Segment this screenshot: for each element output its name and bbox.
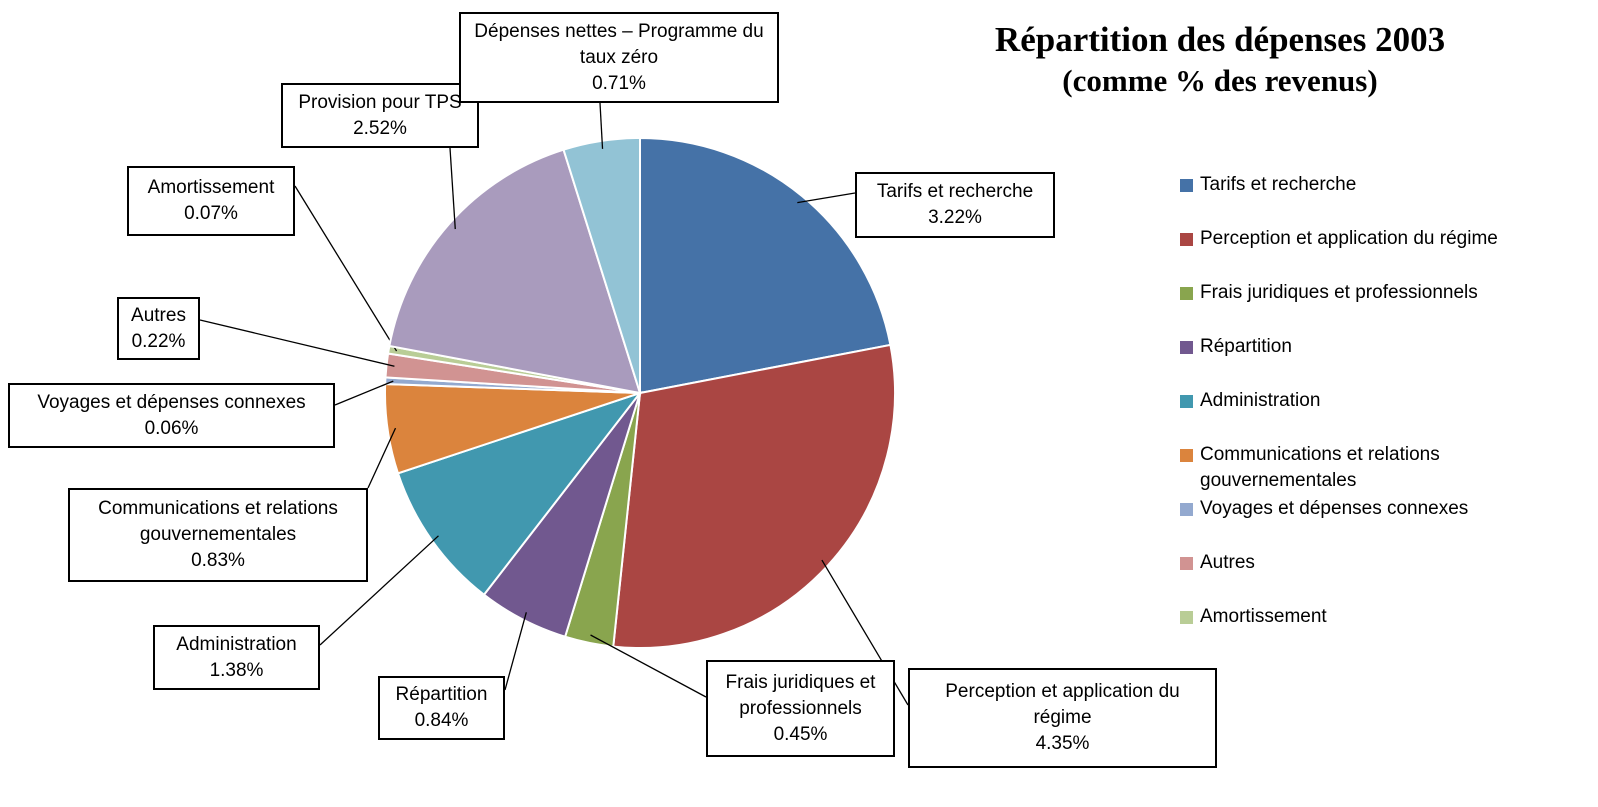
legend-swatch — [1180, 503, 1193, 516]
leader-line — [199, 319, 395, 367]
legend-entry: Tarifs et recherche — [1180, 172, 1580, 198]
data-label-value: 0.84% — [414, 710, 469, 731]
legend-entry: Frais juridiques et professionnels — [1180, 280, 1580, 306]
data-label-name: Administration — [176, 633, 297, 655]
legend-entry: Administration — [1180, 388, 1580, 414]
leader-line — [590, 634, 707, 698]
leader-line — [294, 185, 398, 352]
legend-entry: Répartition — [1180, 334, 1580, 360]
legend-label: Amortissement — [1200, 606, 1327, 627]
data-label-name: Communications et relations gouvernement… — [98, 498, 338, 545]
leader-line — [599, 102, 604, 149]
title-block: Répartition des dépenses 2003 (comme % d… — [970, 18, 1470, 101]
data-label: Amortissement 0.07% — [127, 166, 295, 236]
data-label-name: Perception et application du régime — [945, 681, 1180, 728]
data-label: Tarifs et recherche 3.22% — [855, 172, 1055, 238]
data-label-value: 2.52% — [353, 117, 407, 139]
data-label-name: Frais juridiques et professionnels — [725, 671, 876, 719]
data-label: Perception et application du régime 4.35% — [908, 668, 1217, 768]
data-label-value: 0.07% — [184, 203, 238, 224]
data-label: Communications et relations gouvernement… — [68, 488, 368, 582]
data-label-value: 0.45% — [773, 723, 828, 745]
leader-line — [367, 427, 397, 489]
legend-label: Voyages et dépenses connexes — [1200, 498, 1469, 519]
data-label: Répartition 0.84% — [378, 676, 505, 740]
data-label-value: 0.71% — [592, 72, 646, 94]
legend-swatch — [1180, 287, 1193, 300]
legend-entry: Voyages et dépenses connexes — [1180, 496, 1580, 522]
legend-entry: Amortissement — [1180, 604, 1580, 630]
legend-label: Perception et application du régime — [1200, 228, 1498, 249]
data-label: Dépenses nettes – Programme du taux zéro… — [459, 12, 779, 103]
legend-label: Répartition — [1200, 336, 1292, 357]
data-label-name: Tarifs et recherche — [876, 181, 1034, 202]
pie-slice — [396, 391, 643, 597]
legend-swatch — [1180, 395, 1193, 408]
legend-swatch — [1180, 449, 1193, 462]
data-label-name: Amortissement — [147, 177, 275, 198]
legend-entry: Autres — [1180, 550, 1580, 576]
data-label-value: 0.06% — [144, 417, 199, 439]
legend-label: Autres — [1200, 552, 1255, 573]
data-label-name: Provision pour TPS — [298, 91, 462, 113]
data-label: Autres 0.22% — [117, 297, 200, 360]
data-label-value: 3.22% — [928, 207, 982, 228]
data-label-value: 4.35% — [1035, 733, 1090, 754]
legend-entry: Communications et relations gouvernement… — [1180, 442, 1580, 494]
pie-slice — [562, 136, 641, 394]
legend-swatch — [1180, 179, 1193, 192]
data-label-value: 0.83% — [191, 550, 245, 571]
leader-line — [797, 192, 856, 204]
chart-subtitle: (comme % des revenus) — [1062, 63, 1378, 98]
leader-line — [504, 612, 527, 691]
data-label: Provision pour TPS 2.52% — [281, 83, 479, 148]
data-label-name: Dépenses nettes – Programme du taux zéro — [474, 20, 764, 68]
legend-swatch — [1180, 611, 1193, 624]
legend-swatch — [1180, 557, 1193, 570]
data-label: Administration 1.38% — [153, 625, 320, 690]
leader-line — [319, 535, 439, 646]
data-label-name: Répartition — [395, 684, 488, 705]
legend-label: Communications et relations gouvernement… — [1200, 444, 1440, 491]
pie-slice — [612, 343, 896, 649]
pie-slice — [639, 136, 892, 395]
data-label-value: 0.22% — [131, 330, 186, 352]
data-label: Voyages et dépenses connexes 0.06% — [8, 383, 335, 448]
data-label-name: Autres — [131, 304, 186, 326]
legend-swatch — [1180, 233, 1193, 246]
legend-swatch — [1180, 341, 1193, 354]
legend-label: Tarifs et recherche — [1200, 174, 1357, 195]
leader-line — [449, 147, 456, 230]
data-label-name: Voyages et dépenses connexes — [37, 391, 306, 413]
legend-label: Administration — [1200, 390, 1321, 411]
pie-slice — [388, 148, 642, 395]
leader-line — [334, 380, 394, 406]
chart-title: Répartition des dépenses 2003 — [994, 20, 1446, 59]
legend-label: Frais juridiques et professionnels — [1200, 282, 1478, 303]
data-label: Frais juridiques et professionnels 0.45% — [706, 660, 895, 757]
legend-entry: Perception et application du régime — [1180, 226, 1580, 252]
data-label-value: 1.38% — [209, 659, 264, 681]
